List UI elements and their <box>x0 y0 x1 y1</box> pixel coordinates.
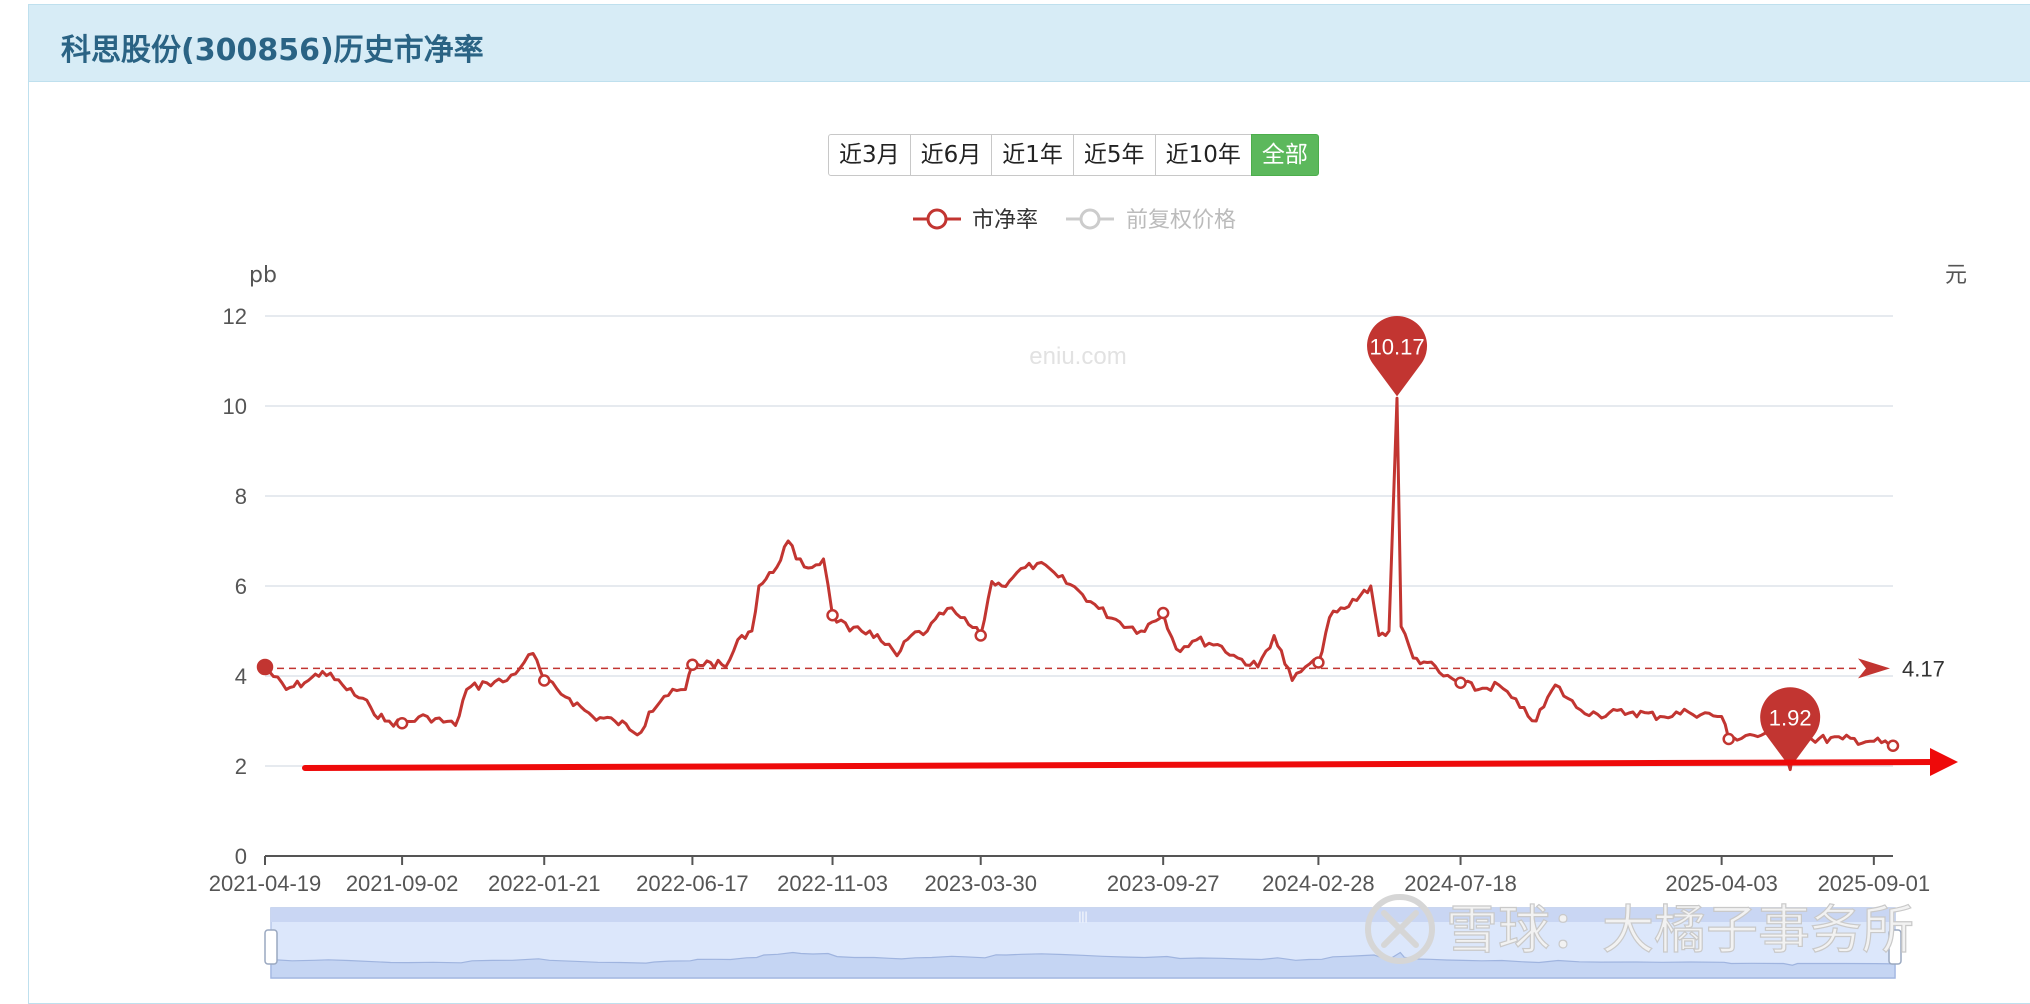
x-tick-label: 2021-09-02 <box>346 871 459 896</box>
range-button-group: 近3月 近6月 近1年 近5年 近10年 全部 <box>828 134 1319 176</box>
y-tick-label: 4 <box>235 664 247 689</box>
series-point-marker <box>974 629 987 642</box>
range-button-1y[interactable]: 近1年 <box>991 134 1074 176</box>
y-axis-left-label: pb <box>249 263 277 288</box>
mean-line-label: 4.17 <box>1902 656 1945 681</box>
range-button-10y[interactable]: 近10年 <box>1154 134 1252 176</box>
grid-lines <box>265 315 1893 767</box>
slider-preview-area <box>270 951 1896 979</box>
series-point-marker <box>395 717 409 730</box>
red-trend-arrow <box>302 748 1958 776</box>
y-tick-label: 8 <box>235 484 247 509</box>
range-button-all[interactable]: 全部 <box>1250 134 1319 176</box>
min-value-pin-label: 1.92 <box>1769 706 1812 731</box>
series-point-marker <box>686 658 699 671</box>
x-tick-label: 2022-06-17 <box>636 871 749 896</box>
x-tick-label: 2025-09-01 <box>1818 871 1931 896</box>
x-axis: 2021-04-19 2021-09-02 2022-01-21 2022-06-17… <box>209 855 1931 896</box>
watermark: eniu.com <box>1029 343 1126 370</box>
x-tick-label: 2021-04-19 <box>209 871 322 896</box>
legend: 市净率 前复权价格 <box>913 208 1236 233</box>
slider-left-handle[interactable] <box>264 929 278 965</box>
series-markers <box>256 606 1900 752</box>
slider-top-bar[interactable] <box>271 908 1895 922</box>
y-tick-label: 10 <box>223 394 247 419</box>
page-title: 科思股份(300856)历史市净率 <box>61 33 484 68</box>
y-axis-ticks: 0 2 4 6 8 10 12 <box>223 304 247 869</box>
min-value-pin: 1.92 <box>1760 687 1821 768</box>
series-line-pb <box>263 396 1894 772</box>
panel-header: 科思股份(300856)历史市净率 <box>29 5 2030 82</box>
mean-arrow-head <box>1858 658 1890 679</box>
range-button-5y[interactable]: 近5年 <box>1072 134 1156 176</box>
slider-right-handle[interactable] <box>1888 929 1902 965</box>
xueqiu-watermark: 雪球：大橘子事务所 <box>1365 894 1915 964</box>
x-tick-label: 2025-04-03 <box>1665 871 1778 896</box>
series-point-marker <box>1886 739 1900 752</box>
y-tick-label: 6 <box>235 574 247 599</box>
y-tick-label: 2 <box>235 754 247 779</box>
legend-label-price: 前复权价格 <box>1126 208 1236 233</box>
legend-label-pb: 市净率 <box>972 208 1038 233</box>
max-value-pin: 10.17 <box>1367 315 1428 397</box>
x-tick-label: 2023-09-27 <box>1107 871 1220 896</box>
y-tick-label: 0 <box>235 844 247 869</box>
x-tick-label: 2024-07-18 <box>1404 871 1517 896</box>
series-point-marker <box>826 609 839 622</box>
series-point-marker <box>1312 656 1325 669</box>
x-tick-label: 2022-01-21 <box>488 871 601 896</box>
xueqiu-watermark-text: 雪球：大橘子事务所 <box>1446 901 1914 961</box>
max-value-pin-label: 10.17 <box>1370 334 1425 359</box>
y-tick-label: 12 <box>223 304 247 329</box>
legend-item-pb[interactable]: 市净率 <box>913 208 1038 233</box>
slider-grip-icon[interactable]: ||| <box>1078 909 1087 923</box>
xueqiu-logo-icon <box>1365 894 1435 964</box>
x-tick-label: 2024-02-28 <box>1262 871 1375 896</box>
data-zoom-slider[interactable]: ||| <box>264 907 1902 979</box>
series-point-marker <box>256 658 274 676</box>
extreme-pins: 10.17 1.92 <box>1367 315 1821 768</box>
series-point-marker <box>1156 606 1170 620</box>
legend-item-price[interactable]: 前复权价格 <box>1066 208 1236 233</box>
series-point-marker <box>537 674 551 687</box>
mean-line: 4.17 <box>265 656 1945 681</box>
series-point-marker <box>1722 732 1735 746</box>
series-point-marker <box>1454 676 1467 689</box>
range-button-6m[interactable]: 近6月 <box>909 134 993 176</box>
x-tick-label: 2022-11-03 <box>777 871 888 896</box>
y-axis-right-label: 元 <box>1945 263 1967 288</box>
x-tick-label: 2023-03-30 <box>924 871 1037 896</box>
